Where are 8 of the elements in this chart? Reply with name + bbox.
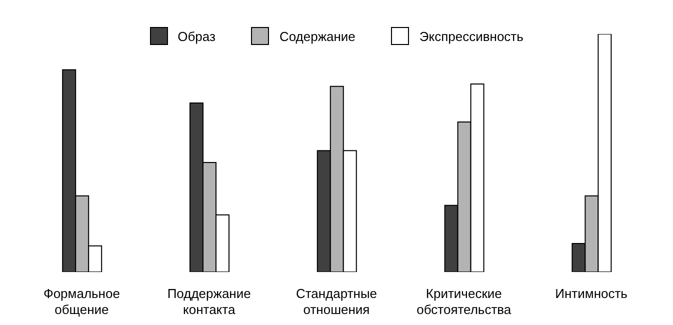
x-tick-label: Поддержание контакта [167, 286, 251, 317]
x-tick-label: Стандартные отношения [296, 286, 378, 317]
legend-label: Образ [178, 28, 216, 44]
x-tick-label: Критические обстоятельства [416, 286, 512, 317]
legend-label: Содержание [279, 28, 356, 44]
x-tick-label: Формальное общение [43, 286, 120, 317]
x-tick-label: Интимность [555, 286, 628, 301]
legend-label: Экспрессивность [419, 28, 524, 44]
